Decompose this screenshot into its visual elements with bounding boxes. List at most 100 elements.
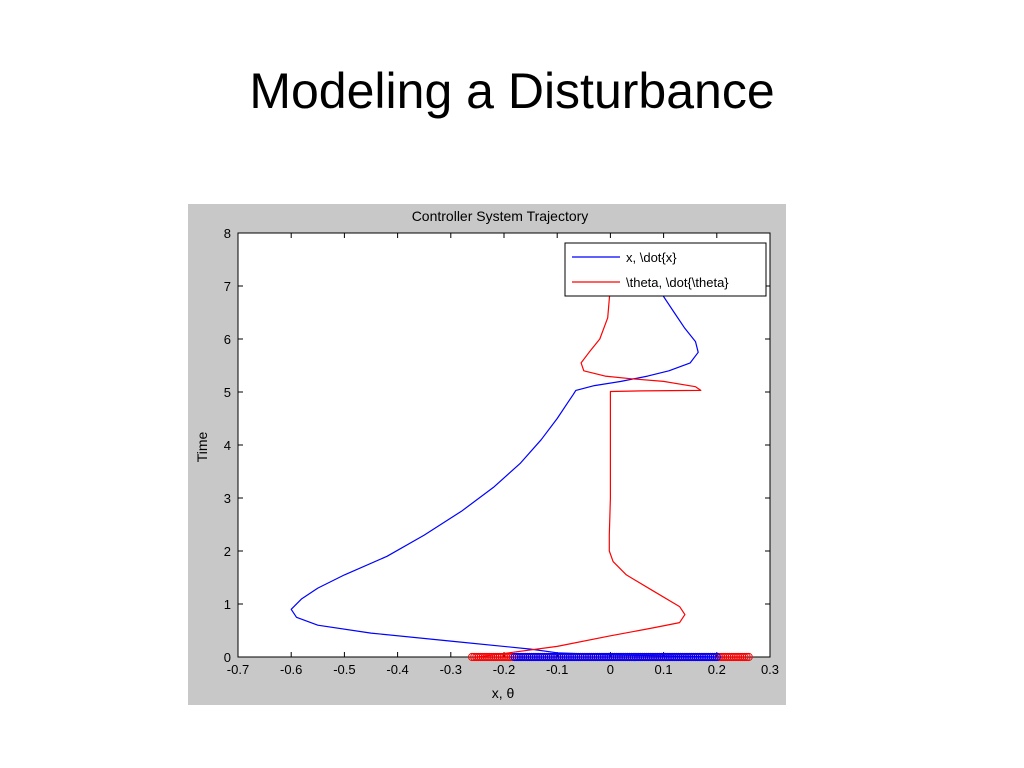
x-marker (514, 652, 523, 662)
x-marker (655, 652, 664, 662)
x-marker (510, 652, 519, 662)
y-axis-label: Time (194, 431, 210, 462)
x-marker (525, 652, 534, 662)
x-marker (621, 652, 630, 662)
x-tick-label: -0.3 (440, 662, 462, 677)
x-marker (672, 652, 681, 662)
x-marker (657, 652, 666, 662)
x-marker (670, 652, 679, 662)
x-marker (540, 652, 549, 662)
x-marker (644, 652, 653, 662)
theta-marker (495, 652, 504, 662)
theta-marker (493, 652, 502, 662)
y-tick-label: 2 (224, 544, 231, 559)
x-marker (638, 652, 647, 662)
x-marker (636, 652, 645, 662)
x-marker (646, 652, 655, 662)
theta-marker (508, 652, 517, 662)
x-marker (546, 652, 555, 662)
x-marker (527, 652, 536, 662)
y-tick-label: 0 (224, 650, 231, 665)
legend-label-theta: \theta, \dot{\theta} (626, 275, 729, 290)
x-marker (627, 652, 636, 662)
x-marker (533, 652, 543, 662)
x-marker (516, 652, 526, 662)
x-marker (548, 652, 558, 662)
theta-marker (733, 652, 743, 662)
x-marker (676, 652, 685, 662)
x-marker (523, 652, 532, 662)
x-tick-label: 0 (607, 662, 614, 677)
x-marker (631, 652, 641, 662)
theta-marker (489, 652, 498, 662)
plot-area (237, 232, 771, 658)
x-marker (587, 652, 596, 662)
chart-title: Controller System Trajectory (412, 208, 589, 224)
x-tick-label: 0.2 (708, 662, 726, 677)
y-tick-label: 5 (224, 385, 231, 400)
theta-marker (474, 652, 483, 662)
x-marker (642, 652, 651, 662)
x-marker (529, 652, 538, 662)
theta-marker (723, 652, 732, 662)
x-marker (589, 652, 598, 662)
theta-marker (482, 652, 492, 662)
x-marker (591, 652, 600, 662)
theta-marker (738, 652, 747, 662)
x-marker (595, 652, 604, 662)
y-tick-label: 4 (224, 438, 231, 453)
x-marker (661, 652, 670, 662)
x-marker (668, 652, 677, 662)
x-tick-label: 0.3 (761, 662, 779, 677)
theta-marker (491, 652, 500, 662)
x-marker (585, 652, 594, 662)
x-axis-label: x, θ (492, 685, 515, 701)
theta-marker (719, 652, 728, 662)
theta-marker (716, 652, 726, 662)
y-tick-label: 3 (224, 491, 231, 506)
theta-marker (476, 652, 485, 662)
slide-title: Modeling a Disturbance (249, 63, 775, 119)
x-marker (521, 652, 530, 662)
theta-marker (742, 652, 751, 662)
theta-marker (731, 652, 741, 662)
theta-marker (744, 652, 753, 662)
x-tick-label: -0.2 (493, 662, 515, 677)
y-tick-label: 6 (224, 332, 231, 347)
x-marker (602, 652, 611, 662)
y-tick-label: 8 (224, 226, 231, 241)
x-marker (625, 652, 634, 662)
x-marker (538, 652, 547, 662)
x-marker (519, 652, 528, 662)
x-tick-label: -0.1 (546, 662, 568, 677)
x-marker (648, 652, 658, 662)
x-tick-label: -0.7 (227, 662, 249, 677)
theta-marker (729, 652, 738, 662)
x-marker (531, 652, 541, 662)
theta-marker (506, 652, 515, 662)
legend: x, \dot{x} \theta, \dot{\theta} (564, 242, 767, 297)
x-marker (629, 652, 638, 662)
series-layer (290, 285, 717, 658)
x-marker (678, 652, 687, 662)
x-marker (608, 652, 617, 662)
x-marker (633, 652, 643, 662)
x-marker (665, 652, 675, 662)
x-marker (640, 652, 649, 662)
x-marker (544, 652, 553, 662)
x-marker (674, 652, 683, 662)
x-marker (550, 652, 560, 662)
x-marker (512, 652, 521, 662)
x-tick-label: -0.5 (333, 662, 355, 677)
x-marker (663, 652, 672, 662)
x-marker (542, 652, 551, 662)
x-tick-label: -0.6 (280, 662, 302, 677)
legend-label-x: x, \dot{x} (626, 250, 677, 265)
theta-marker (485, 652, 494, 662)
x-marker (599, 652, 609, 662)
series-line-theta (477, 285, 702, 658)
x-marker (623, 652, 632, 662)
x-marker (616, 652, 626, 662)
y-tick-label: 1 (224, 597, 231, 612)
x-marker (606, 652, 615, 662)
